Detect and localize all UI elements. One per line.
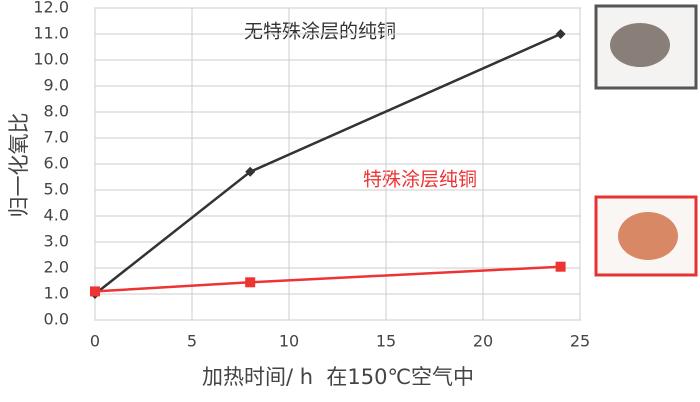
x-axis-label: 加热时间/ h 在150℃空气中: [202, 365, 474, 389]
annotation: 无特殊涂层的纯铜: [244, 21, 396, 43]
marker: [245, 166, 256, 177]
marker: [555, 29, 566, 39]
x-tick-label: 25: [570, 332, 590, 351]
marker: [555, 261, 566, 272]
x-tick-label: 0: [90, 332, 100, 351]
y-tick-label: 11.0: [33, 24, 69, 43]
y-tick-label: 8.0: [44, 102, 69, 121]
y-tick-label: 2.0: [44, 258, 69, 277]
series-line: [94, 265, 561, 293]
photo-plain-copper: [594, 4, 698, 90]
marker: [90, 286, 100, 297]
y-tick-label: 7.0: [44, 128, 69, 147]
y-tick-label: 5.0: [44, 180, 69, 199]
x-tick-label: 20: [473, 332, 493, 351]
y-tick-label: 10.0: [33, 50, 69, 69]
photo-coated-copper: [594, 195, 698, 277]
y-tick-label: 6.0: [44, 154, 69, 173]
marker: [245, 277, 256, 288]
x-tick-label: 5: [187, 332, 197, 351]
annotation: 特殊涂层纯铜: [363, 169, 477, 191]
y-tick-label: 0.0: [44, 310, 69, 329]
y-tick-label: 12.0: [33, 0, 69, 17]
y-tick-label: 3.0: [44, 232, 69, 251]
y-tick-label: 1.0: [44, 284, 69, 303]
y-tick-label: 4.0: [44, 206, 69, 225]
y-axis-label: 归一化氧比: [7, 113, 31, 218]
x-tick-label: 10: [279, 332, 299, 351]
y-tick-label: 9.0: [44, 76, 69, 95]
x-tick-label: 15: [376, 332, 396, 351]
